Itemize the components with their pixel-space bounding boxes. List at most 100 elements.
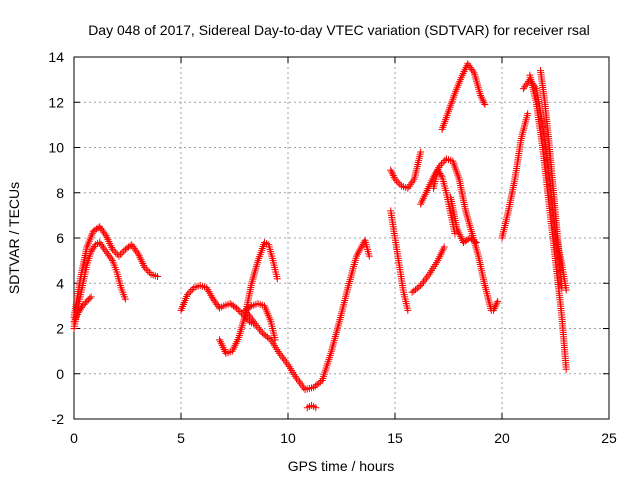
data-point bbox=[417, 148, 425, 156]
data-point bbox=[388, 168, 396, 176]
data-point bbox=[409, 177, 417, 185]
series-arc-15 bbox=[447, 193, 480, 247]
data-point bbox=[438, 160, 446, 168]
data-point bbox=[246, 303, 254, 311]
data-point bbox=[87, 293, 95, 301]
data-point bbox=[440, 243, 448, 251]
data-point bbox=[96, 239, 104, 247]
data-point bbox=[212, 299, 220, 307]
data-point bbox=[233, 304, 241, 312]
data-point bbox=[126, 242, 134, 250]
data-point bbox=[471, 237, 479, 245]
data-point bbox=[109, 245, 117, 253]
data-point bbox=[130, 244, 138, 252]
series-arc-8 bbox=[303, 401, 320, 412]
x-tick-label: 5 bbox=[177, 430, 185, 446]
data-point bbox=[439, 158, 447, 166]
data-point bbox=[265, 334, 273, 342]
data-point bbox=[236, 308, 244, 316]
y-tick-label: 4 bbox=[56, 275, 64, 291]
data-point bbox=[391, 175, 399, 183]
data-point bbox=[481, 101, 489, 109]
data-point bbox=[97, 224, 105, 232]
y-tick-label: 12 bbox=[48, 94, 64, 110]
data-point bbox=[465, 62, 473, 70]
data-point bbox=[98, 226, 106, 234]
data-point bbox=[389, 172, 397, 180]
series-arc-7 bbox=[241, 236, 373, 394]
y-axis-title: SDTVAR / TECUs bbox=[6, 182, 22, 294]
data-point bbox=[110, 247, 118, 255]
data-point bbox=[406, 181, 414, 189]
x-tick-label: 10 bbox=[280, 430, 296, 446]
data-point bbox=[112, 249, 120, 257]
data-point bbox=[106, 253, 114, 261]
data-point bbox=[524, 110, 532, 118]
data-point bbox=[390, 173, 398, 181]
data-point bbox=[83, 297, 91, 305]
data-point bbox=[133, 248, 141, 256]
data-point bbox=[466, 63, 474, 71]
x-axis-title: GPS time / hours bbox=[288, 458, 395, 474]
data-point bbox=[118, 249, 126, 257]
chart-title: Day 048 of 2017, Sidereal Day-to-day VTE… bbox=[88, 22, 590, 38]
data-point bbox=[415, 283, 423, 291]
series-arc-14 bbox=[438, 60, 489, 133]
data-point bbox=[273, 275, 281, 283]
series-arc-10 bbox=[387, 207, 412, 314]
data-point bbox=[80, 300, 88, 308]
y-tick-label: 6 bbox=[56, 230, 64, 246]
y-tick-label: 10 bbox=[48, 140, 64, 156]
data-point bbox=[144, 267, 152, 275]
data-point bbox=[96, 223, 104, 231]
data-point bbox=[562, 286, 570, 294]
data-point bbox=[107, 255, 115, 263]
data-point bbox=[142, 265, 150, 273]
data-point bbox=[132, 246, 140, 254]
data-point bbox=[519, 85, 527, 93]
data-point bbox=[209, 295, 217, 303]
data-point bbox=[84, 296, 92, 304]
data-point bbox=[477, 91, 485, 99]
x-tick-label: 25 bbox=[601, 430, 617, 446]
x-tick-label: 0 bbox=[70, 430, 78, 446]
data-point bbox=[479, 97, 487, 105]
data-point bbox=[117, 250, 125, 258]
data-point bbox=[464, 60, 472, 68]
data-point bbox=[101, 246, 109, 254]
data-point bbox=[141, 263, 149, 271]
data-point bbox=[562, 365, 570, 373]
data-point bbox=[86, 294, 94, 302]
data-point bbox=[396, 180, 404, 188]
data-point bbox=[98, 242, 106, 250]
y-tick-label: -2 bbox=[52, 411, 65, 427]
data-point bbox=[558, 284, 566, 292]
data-point bbox=[213, 301, 221, 309]
data-point bbox=[478, 95, 486, 103]
data-point bbox=[388, 170, 396, 178]
data-point bbox=[234, 306, 242, 314]
data-point bbox=[105, 251, 113, 259]
series-arc-1 bbox=[70, 223, 161, 321]
data-point bbox=[188, 285, 196, 293]
data-point bbox=[365, 252, 373, 260]
data-point bbox=[477, 93, 485, 101]
series-arc-19 bbox=[526, 71, 570, 373]
data-point bbox=[121, 295, 129, 303]
data-point bbox=[72, 314, 80, 322]
data-point bbox=[128, 241, 136, 249]
data-point bbox=[102, 248, 110, 256]
data-point bbox=[521, 83, 529, 91]
data-point bbox=[437, 171, 445, 179]
data-point bbox=[472, 239, 480, 247]
data-point bbox=[101, 230, 109, 238]
data-point bbox=[489, 306, 497, 314]
data-point bbox=[404, 184, 412, 192]
data-point bbox=[73, 310, 81, 318]
series-arc-9 bbox=[387, 148, 425, 192]
data-point bbox=[491, 303, 499, 311]
data-point bbox=[153, 272, 161, 280]
x-tick-label: 15 bbox=[387, 430, 403, 446]
